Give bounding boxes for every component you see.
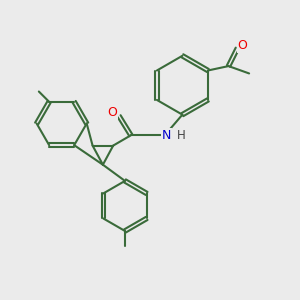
Text: O: O [238,39,248,52]
Text: O: O [108,106,118,119]
Text: N: N [161,129,171,142]
Text: O: O [238,39,248,52]
Text: H: H [176,129,185,142]
Text: O: O [108,106,118,119]
Text: N: N [161,129,171,142]
Text: H: H [176,129,185,142]
